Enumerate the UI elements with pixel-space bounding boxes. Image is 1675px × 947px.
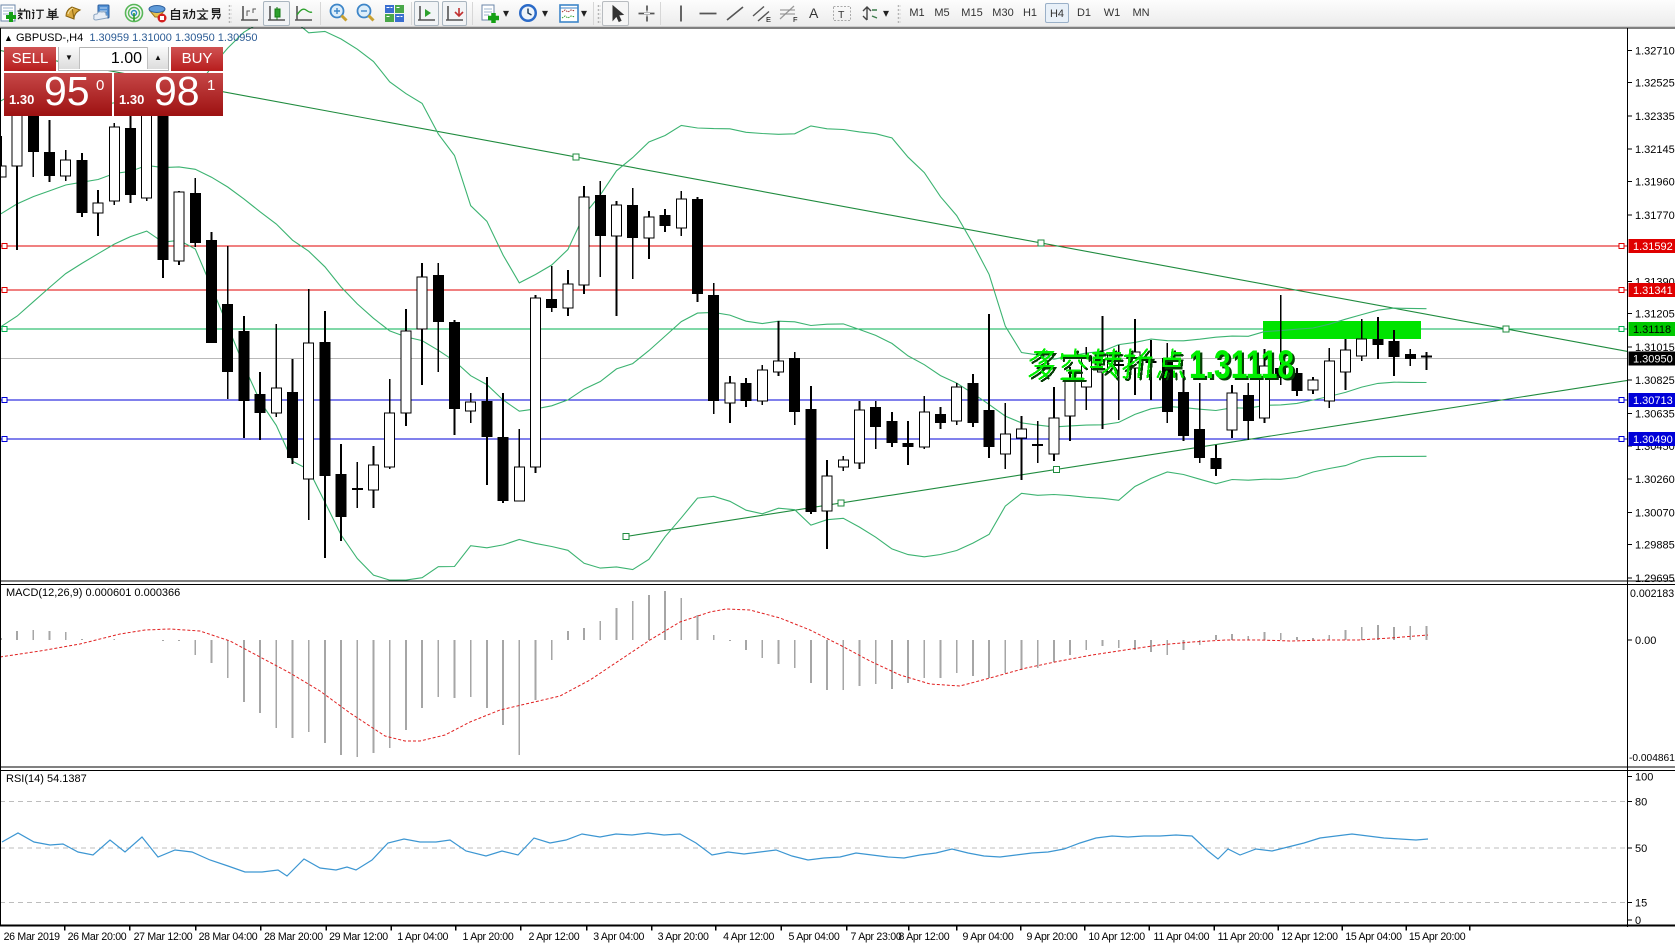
svg-text:0.002183: 0.002183: [1630, 588, 1674, 600]
svg-text:1.31205: 1.31205: [1635, 309, 1675, 321]
svg-text:1.31592: 1.31592: [1633, 241, 1673, 253]
svg-text:1.32525: 1.32525: [1635, 78, 1675, 90]
svg-text:MACD(12,26,9) 0.000601 0.00036: MACD(12,26,9) 0.000601 0.000366: [6, 587, 180, 599]
svg-text:1.31770: 1.31770: [1635, 210, 1675, 222]
svg-text:11 Apr 04:00: 11 Apr 04:00: [1154, 931, 1210, 943]
svg-text:1 Apr 04:00: 1 Apr 04:00: [397, 931, 448, 943]
svg-text:5 Apr 04:00: 5 Apr 04:00: [789, 931, 840, 943]
svg-text:28 Mar 20:00: 28 Mar 20:00: [264, 931, 323, 943]
svg-text:0: 0: [1635, 915, 1641, 927]
svg-text:26 Mar 2019: 26 Mar 2019: [4, 931, 61, 943]
svg-text:29 Mar 12:00: 29 Mar 12:00: [329, 931, 388, 943]
svg-text:15 Apr 20:00: 15 Apr 20:00: [1409, 931, 1466, 943]
svg-text:9 Apr 20:00: 9 Apr 20:00: [1027, 931, 1078, 943]
svg-text:3 Apr 04:00: 3 Apr 04:00: [593, 931, 644, 943]
svg-text:1.29695: 1.29695: [1635, 573, 1675, 585]
svg-text:15 Apr 04:00: 15 Apr 04:00: [1345, 931, 1402, 943]
svg-text:1.32145: 1.32145: [1635, 144, 1675, 156]
svg-text:1.30070: 1.30070: [1635, 507, 1675, 519]
svg-text:50: 50: [1635, 843, 1647, 855]
svg-text:1.30950: 1.30950: [1633, 353, 1673, 365]
svg-text:1.29885: 1.29885: [1635, 540, 1675, 552]
svg-text:1.30825: 1.30825: [1635, 375, 1675, 387]
svg-text:1.31118: 1.31118: [1633, 324, 1671, 336]
svg-text:12 Apr 12:00: 12 Apr 12:00: [1281, 931, 1338, 943]
svg-text:10 Apr 12:00: 10 Apr 12:00: [1088, 931, 1145, 943]
svg-text:1.31118: 1.31118: [1189, 343, 1294, 387]
svg-text:1.31960: 1.31960: [1635, 177, 1675, 189]
svg-text:1.31341: 1.31341: [1633, 285, 1673, 297]
svg-text:28 Mar 04:00: 28 Mar 04:00: [199, 931, 258, 943]
svg-text:3 Apr 20:00: 3 Apr 20:00: [658, 931, 709, 943]
svg-text:1 Apr 20:00: 1 Apr 20:00: [463, 931, 514, 943]
svg-text:0.00: 0.00: [1635, 635, 1656, 647]
svg-text:15: 15: [1635, 897, 1647, 909]
svg-text:4 Apr 12:00: 4 Apr 12:00: [723, 931, 774, 943]
svg-text:1.30260: 1.30260: [1635, 474, 1675, 486]
svg-text:7 Apr 23:00: 7 Apr 23:00: [851, 931, 902, 943]
svg-text:1.30490: 1.30490: [1633, 434, 1673, 446]
svg-text:26 Mar 20:00: 26 Mar 20:00: [68, 931, 127, 943]
svg-text:1.31118: 1.31118: [1191, 345, 1296, 389]
svg-text:100: 100: [1635, 772, 1653, 784]
svg-text:1.32335: 1.32335: [1635, 111, 1675, 123]
svg-text:E: E: [766, 15, 771, 24]
svg-text:1.32710: 1.32710: [1635, 45, 1675, 57]
svg-text:8 Apr 12:00: 8 Apr 12:00: [898, 931, 949, 943]
svg-text:T: T: [838, 9, 845, 21]
svg-text:27 Mar 12:00: 27 Mar 12:00: [134, 931, 193, 943]
svg-text:-0.004861: -0.004861: [1629, 753, 1675, 764]
svg-text:9 Apr 04:00: 9 Apr 04:00: [963, 931, 1014, 943]
svg-text:11 Apr 20:00: 11 Apr 20:00: [1218, 931, 1274, 943]
svg-text:1.30635: 1.30635: [1635, 408, 1675, 420]
svg-text:RSI(14) 54.1387: RSI(14) 54.1387: [6, 773, 87, 785]
svg-text:2 Apr 12:00: 2 Apr 12:00: [528, 931, 579, 943]
svg-text:1.30713: 1.30713: [1633, 395, 1673, 407]
svg-text:80: 80: [1635, 797, 1647, 809]
svg-text:1.31015: 1.31015: [1635, 342, 1675, 354]
svg-text:F: F: [793, 15, 798, 24]
